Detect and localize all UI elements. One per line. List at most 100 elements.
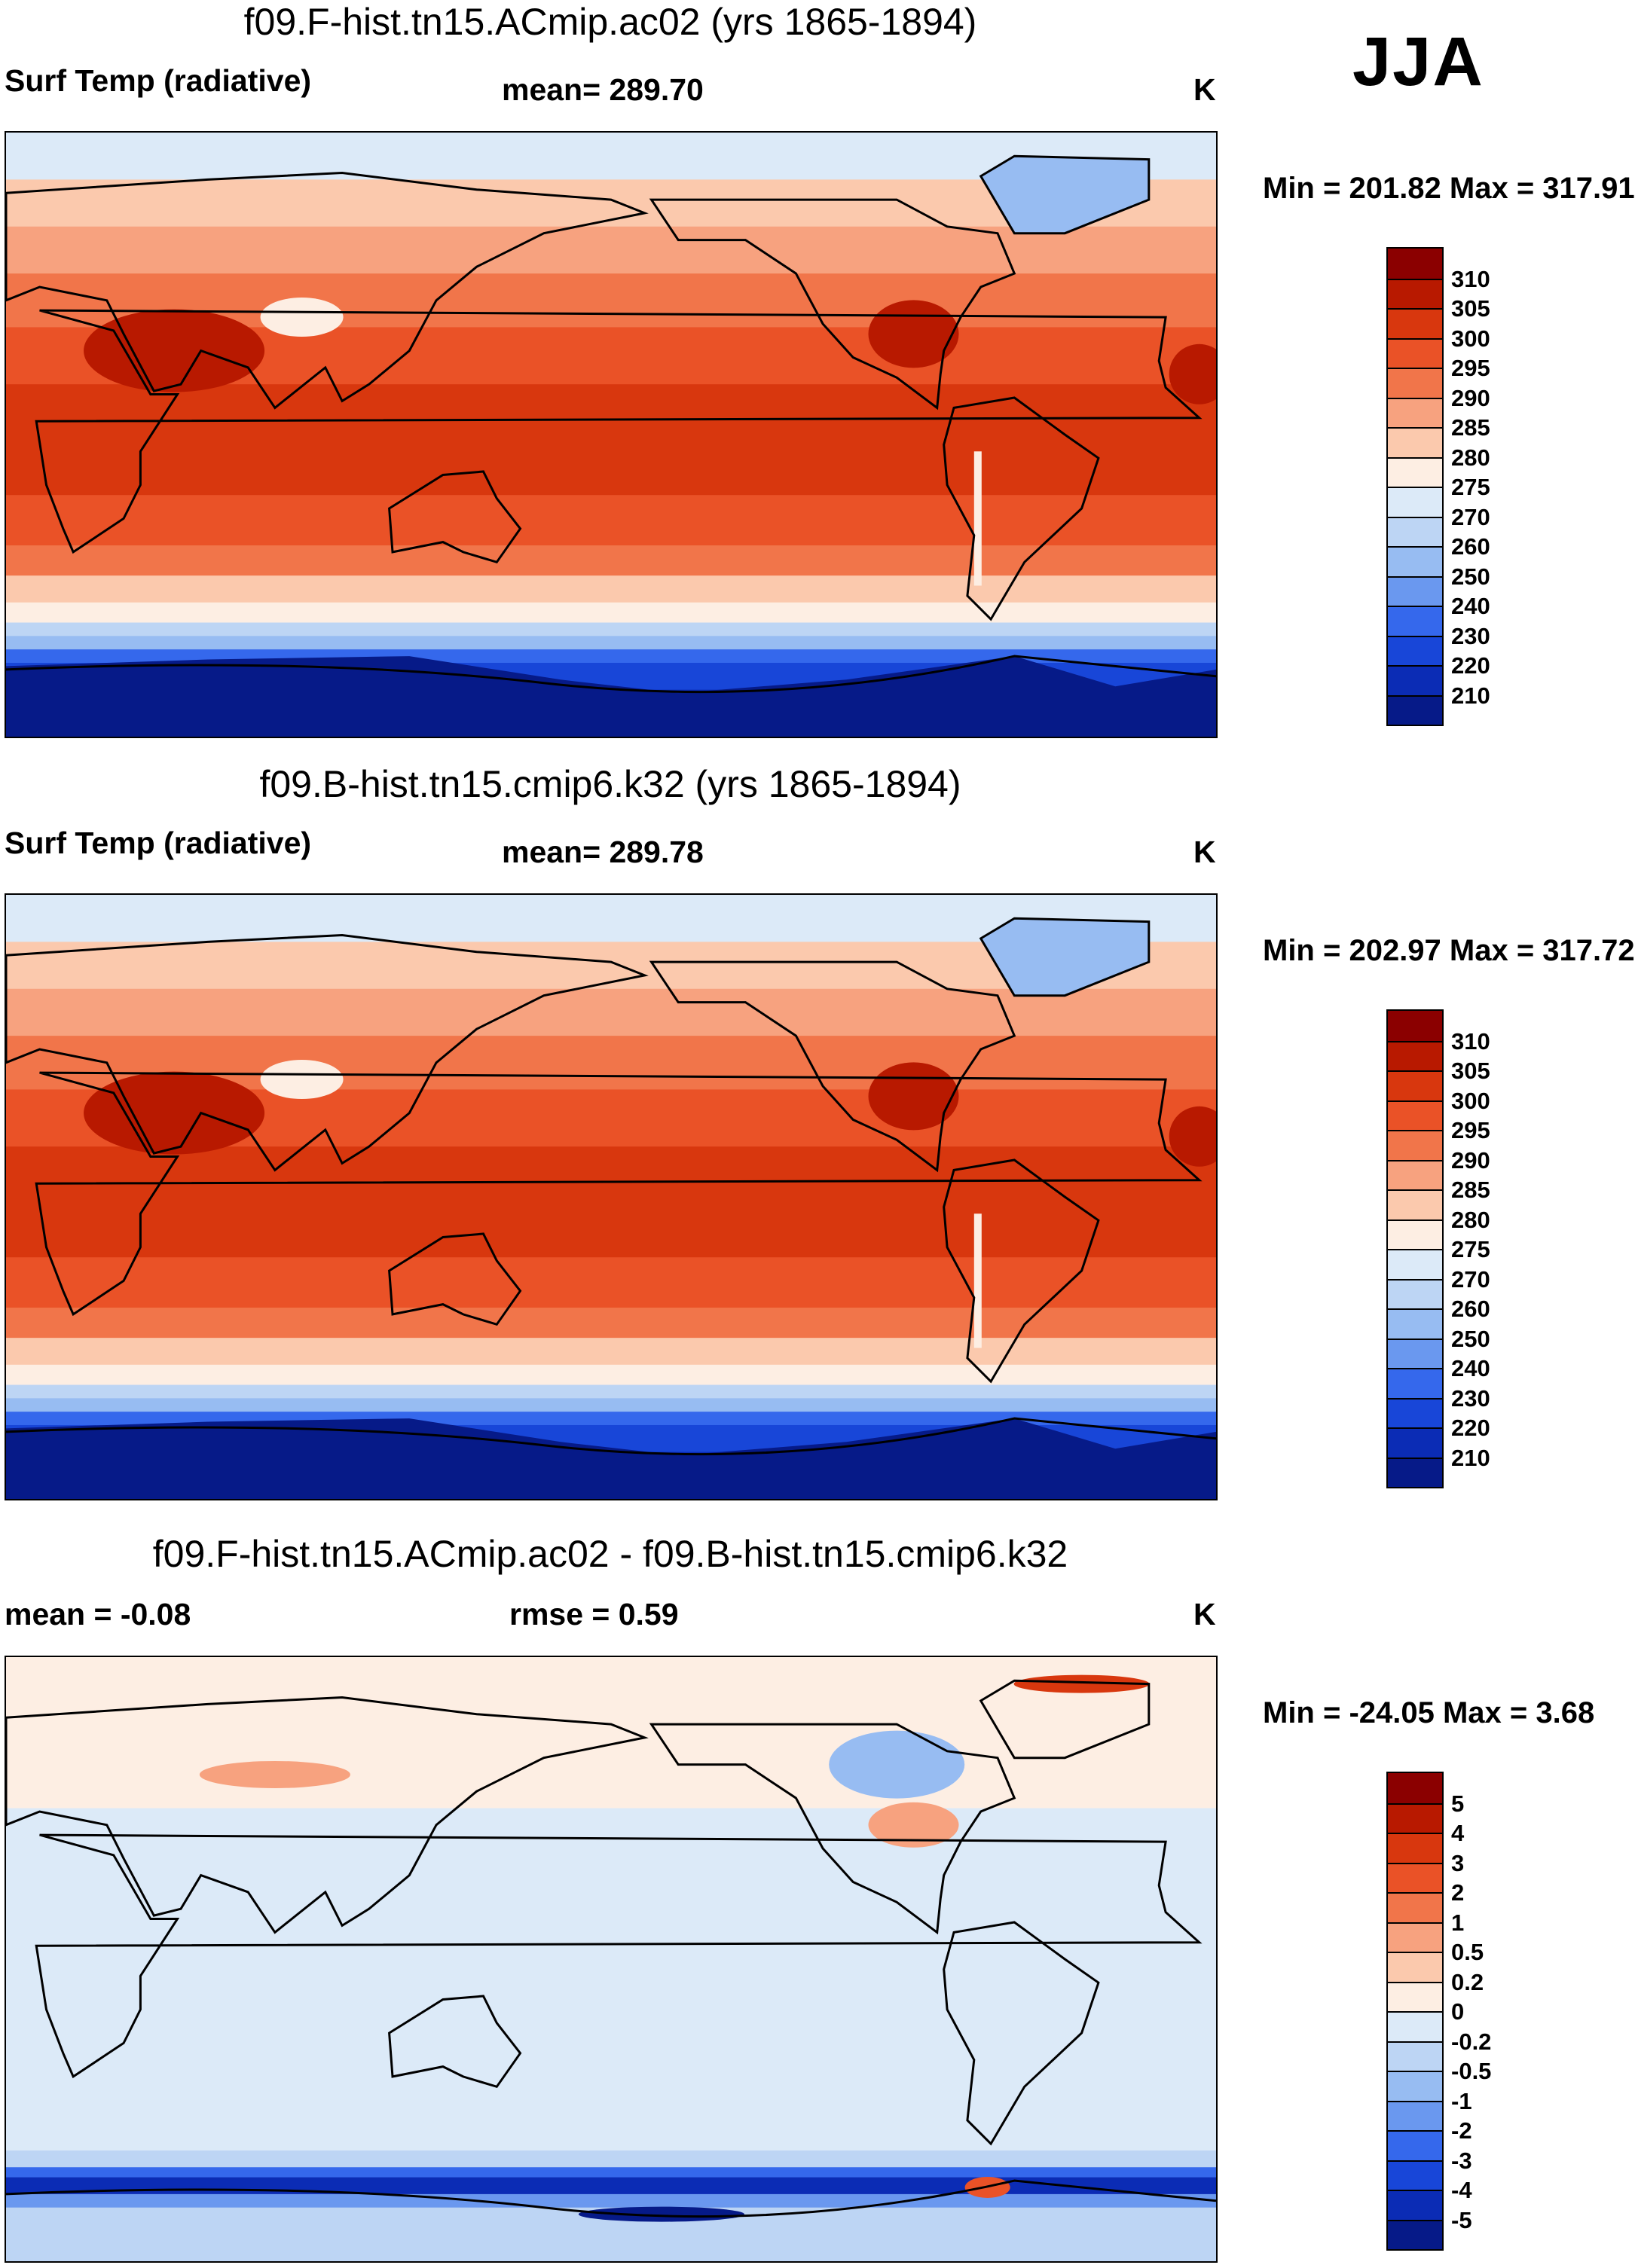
coastline-samerica [943, 1158, 1100, 1384]
colorbar-tick-label: -5 [1451, 2206, 1472, 2233]
colorbar-box [1388, 397, 1442, 427]
colorbar-box [1388, 1249, 1442, 1279]
colorbar-tick-label: 310 [1451, 265, 1490, 292]
colorbar-tick-label: 295 [1451, 1117, 1490, 1143]
hot-region-africa [1169, 1106, 1216, 1167]
colorbar-tick-label: -2 [1451, 2117, 1472, 2144]
panel-2-map [5, 893, 1218, 1500]
hot-region-america [868, 1062, 959, 1131]
colorbar-tick-label: 5 [1451, 1790, 1465, 1817]
greenland-ice [980, 156, 1149, 234]
colorbar-box [1388, 635, 1442, 665]
colorbar-tick-label: 275 [1451, 1236, 1490, 1262]
colorbar-tick-label: 230 [1451, 1384, 1490, 1412]
panel-2-minmax: Min = 202.97 Max = 317.72 [1263, 934, 1635, 967]
panel-3-units: K [1193, 1597, 1216, 1632]
coastline-eurasia [6, 933, 649, 1172]
colorbar-tick-label: 220 [1451, 1415, 1490, 1441]
coastline-namerica [649, 1723, 1016, 1935]
coastline-namerica [649, 960, 1016, 1173]
coastline-africa [35, 1833, 1203, 2079]
coastline-samerica [943, 1921, 1100, 2146]
latitude-band [6, 988, 1216, 1036]
panel-3-mean: mean = -0.08 [5, 1597, 191, 1632]
panel-3-field [6, 1657, 1216, 2261]
panel-1-mean: mean= 289.70 [502, 72, 704, 107]
coastlines [6, 1679, 1216, 2218]
colorbar-box [1388, 2071, 1442, 2101]
field-bands [6, 895, 1216, 1499]
colorbar-box [1388, 1130, 1442, 1160]
colorbar-tick-label: 250 [1451, 563, 1490, 590]
colorbar-box [1388, 1952, 1442, 1982]
greenland-ice [980, 918, 1149, 996]
latitude-band [6, 1384, 1216, 1399]
coastline-greenland [979, 154, 1151, 235]
colorbar-tick-label: 0.5 [1451, 1939, 1484, 1965]
colorbar-box [1388, 1833, 1442, 1863]
colorbar-box [1388, 2041, 1442, 2071]
coastline-namerica [649, 198, 1016, 411]
latitude-band [6, 1257, 1216, 1308]
colorbar-box [1388, 2011, 1442, 2041]
colorbar-tick-label: 220 [1451, 652, 1490, 679]
andes-strip [973, 451, 982, 586]
us-warm-anomaly [868, 1802, 959, 1848]
panel-3-map [5, 1656, 1218, 2263]
panel-3-title: f09.F-hist.tn15.ACmip.ac02 - f09.B-hist.… [152, 1533, 1068, 1575]
colorbar-tick-label: 285 [1451, 414, 1490, 441]
colorbar-tick-label: 305 [1451, 1058, 1490, 1084]
coastline-antarctica [6, 655, 1216, 694]
andes-strip [973, 1213, 982, 1348]
colorbar-box [1388, 1457, 1442, 1487]
coastline-africa [35, 1071, 1203, 1317]
colorbar-tick-label: 295 [1451, 355, 1490, 381]
colorbar-box [1388, 1159, 1442, 1189]
colorbar-tick-label: 310 [1451, 1027, 1490, 1055]
coastline-greenland [979, 1679, 1151, 1760]
latitude-band [6, 384, 1216, 496]
na-cool-anomaly [829, 1730, 965, 1799]
latitude-band [6, 622, 1216, 636]
coastline-eurasia [6, 1696, 649, 1934]
latitude-band [6, 1657, 1216, 1809]
hot-region-africa [1169, 343, 1216, 404]
colorbar-box [1388, 1338, 1442, 1368]
colorbar-tick-label: 0.2 [1451, 1968, 1484, 1995]
colorbar-box [1388, 308, 1442, 338]
colorbar-tick-label: 230 [1451, 622, 1490, 649]
colorbar-tick-label: 290 [1451, 384, 1490, 411]
hot-region-america [868, 300, 959, 368]
colorbar-box [1388, 1040, 1442, 1070]
latitude-band [6, 1808, 1216, 2151]
colorbar-box [1388, 1802, 1442, 1833]
panel-1-minmax: Min = 201.82 Max = 317.91 [1263, 172, 1635, 205]
coastline-eurasia [6, 171, 649, 410]
colorbar-tick-label: 260 [1451, 533, 1490, 560]
ross-cool-anomaly [578, 2206, 744, 2222]
colorbar-tick-label: -4 [1451, 2177, 1472, 2203]
latitude-band [6, 602, 1216, 624]
coastline-samerica [943, 396, 1100, 621]
colorbar-tick-label: 270 [1451, 1265, 1490, 1293]
colorbar-box [1388, 1773, 1442, 1803]
colorbar-box [1388, 2190, 1442, 2220]
latitude-band [6, 545, 1216, 576]
colorbar-tick-label: 280 [1451, 1206, 1490, 1233]
field-bands [6, 133, 1216, 737]
coastline-australia [388, 470, 522, 564]
latitude-band [6, 495, 1216, 546]
colorbar-box [1388, 1427, 1442, 1458]
colorbar-tick-label: 250 [1451, 1325, 1490, 1352]
latitude-band [6, 1308, 1216, 1339]
colorbar-tick-label: -1 [1451, 2087, 1472, 2114]
colorbar-tick-label: -0.2 [1451, 2028, 1492, 2055]
colorbar-box [1388, 1189, 1442, 1219]
tibetan-plateau [260, 298, 344, 337]
latitude-band [6, 1146, 1216, 1258]
colorbar-box [1388, 1397, 1442, 1427]
colorbar-box [1388, 1219, 1442, 1249]
season-label: JJA [1352, 23, 1484, 100]
latitude-band [6, 1364, 1216, 1386]
colorbar-tick-label: -3 [1451, 2147, 1472, 2174]
